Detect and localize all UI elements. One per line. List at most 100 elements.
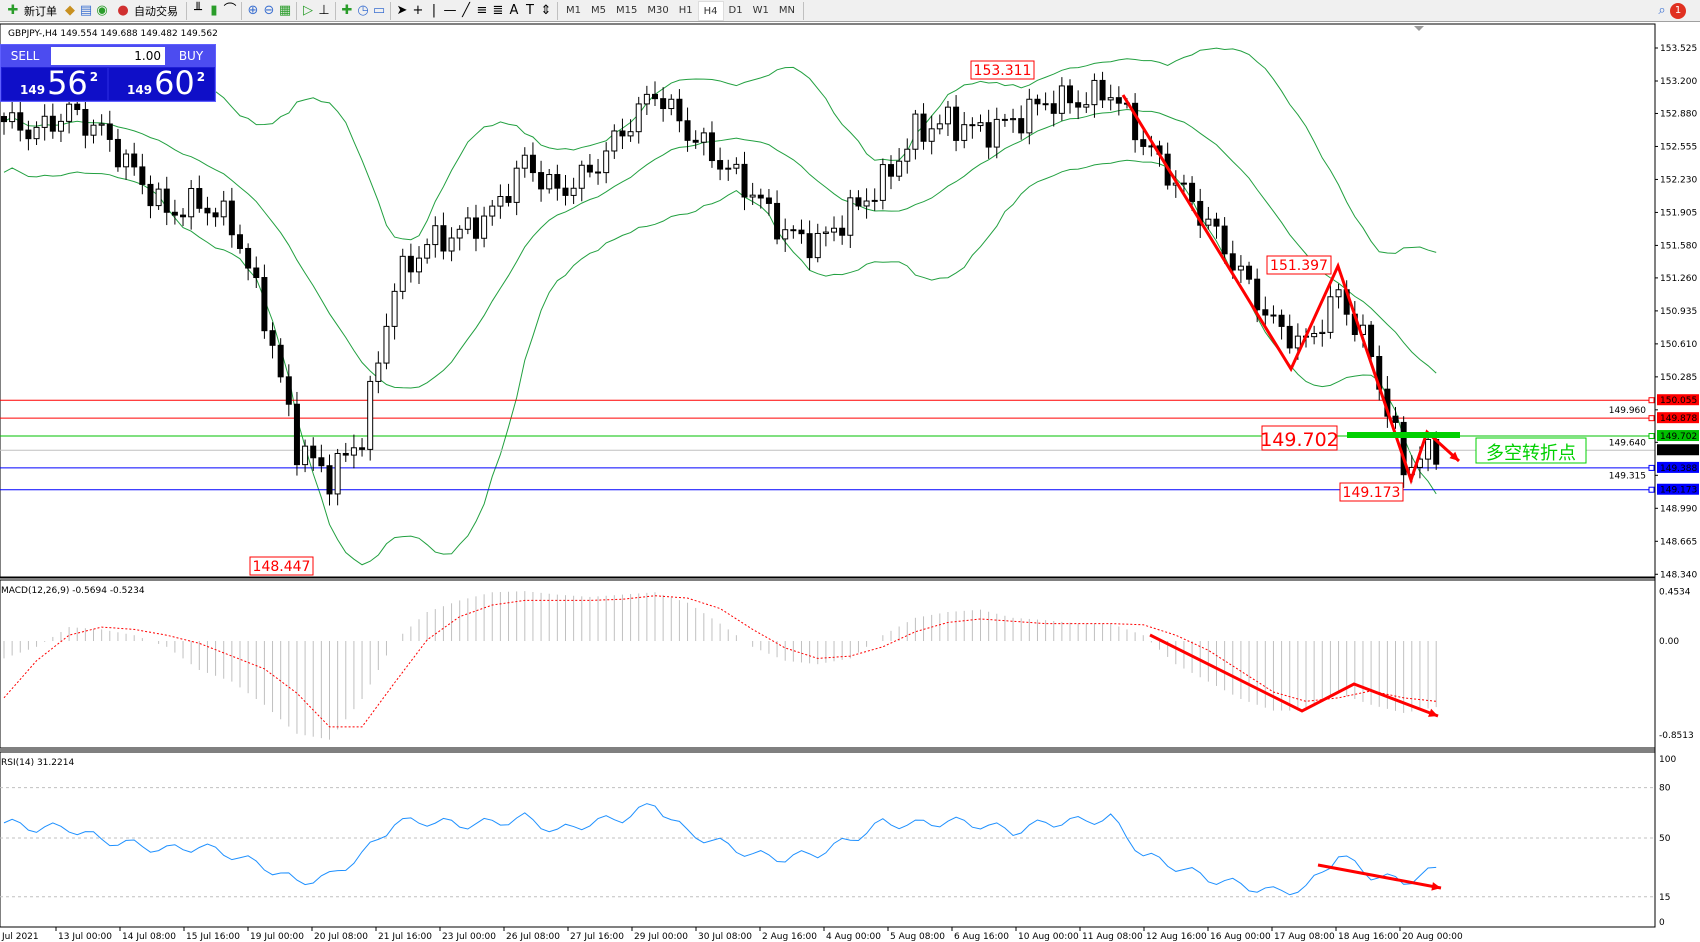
timeframe-mn[interactable]: MN <box>778 4 795 16</box>
bar-chart-icon[interactable]: ╨ <box>194 2 202 18</box>
indicators-icon[interactable]: ✚ <box>341 2 353 18</box>
candle <box>1050 103 1057 114</box>
candle <box>692 139 699 143</box>
time-tick-label: 13 Jul 00:00 <box>58 932 112 942</box>
rsi-label: RSI(14) 31.2214 <box>1 758 74 768</box>
candle <box>1205 218 1212 226</box>
price-label-box <box>1266 255 1332 275</box>
trendline-icon[interactable]: ╱ <box>462 2 470 18</box>
sell-price[interactable]: 149 56 2 <box>2 66 107 100</box>
macd-tick-label: 0.00 <box>1659 637 1679 647</box>
text-icon[interactable]: A <box>509 2 519 18</box>
autoscroll-icon[interactable]: ▷ <box>303 2 313 18</box>
price-label-box <box>970 60 1035 80</box>
candle <box>350 447 357 456</box>
rsi-tick-label: 80 <box>1659 784 1671 794</box>
candle <box>676 98 683 122</box>
price-tick-label: 148.665 <box>1660 537 1697 547</box>
timeframe-h1[interactable]: H1 <box>678 4 693 16</box>
horizontal-line-icon[interactable]: — <box>443 2 457 18</box>
buy-button[interactable]: BUY <box>178 49 204 63</box>
price-tick-label: 150.610 <box>1660 340 1697 350</box>
time-tick-label: 11 Aug 08:00 <box>1082 932 1143 942</box>
candle <box>977 122 984 127</box>
price-label: 149.702 <box>1260 429 1339 451</box>
candle <box>749 194 756 198</box>
period-icon[interactable]: ◷ <box>357 2 369 18</box>
candle <box>1294 335 1301 349</box>
timeframe-m5[interactable]: M5 <box>591 4 606 16</box>
candle <box>1425 438 1432 460</box>
gold-icon[interactable]: ◆ <box>65 2 75 18</box>
price-tick-label: 148.990 <box>1660 504 1697 514</box>
arrowhead-icon <box>1428 708 1438 717</box>
timeframe-w1[interactable]: W1 <box>752 4 769 16</box>
candle <box>920 113 927 142</box>
price-tick-label: 149.640 <box>1609 438 1646 448</box>
price-tick-label: 153.525 <box>1660 44 1697 54</box>
chart-shift-icon[interactable]: ⊥ <box>318 2 330 18</box>
channel-icon[interactable]: ≣ <box>492 2 504 18</box>
price-label-box <box>1339 482 1404 502</box>
candle <box>741 163 748 198</box>
text-label-icon[interactable]: T <box>526 2 534 18</box>
candle <box>1001 118 1008 121</box>
candle <box>57 120 64 132</box>
candle <box>822 231 829 234</box>
candle <box>1091 79 1098 106</box>
price-level-tag <box>1657 430 1699 442</box>
candle <box>25 129 32 140</box>
candle <box>253 267 260 279</box>
candle <box>627 131 634 137</box>
candle <box>1270 314 1277 317</box>
auto-trading-button[interactable]: ● 自动交易 <box>110 1 183 21</box>
buy-price[interactable]: 149 60 2 <box>109 66 214 100</box>
timeframe-m15[interactable]: M15 <box>616 4 638 16</box>
price-tick-label: 151.905 <box>1660 208 1697 218</box>
history-icon[interactable]: ▤ <box>79 2 93 18</box>
arrows-icon[interactable]: ⇕ <box>540 2 552 18</box>
candle <box>1075 102 1082 108</box>
candle <box>814 232 821 259</box>
sell-button[interactable]: SELL <box>10 49 40 63</box>
fibo-icon[interactable]: ≡ <box>476 2 488 18</box>
line-chart-icon[interactable]: ⌒ <box>223 2 237 18</box>
candle <box>570 187 577 196</box>
vertical-line-icon[interactable]: | <box>431 2 437 18</box>
signal-icon[interactable]: ◉ <box>96 2 108 18</box>
candle <box>1246 265 1253 280</box>
template-icon[interactable]: ▭ <box>372 2 386 18</box>
timeframe-h4[interactable]: H4 <box>697 0 724 21</box>
search-icon[interactable]: ⌕ <box>1658 2 1666 18</box>
candle <box>424 244 431 259</box>
notification-icon[interactable]: 1 <box>1670 2 1686 19</box>
candle <box>521 154 528 169</box>
time-tick-label: 15 Jul 16:00 <box>186 932 240 942</box>
chart-header: GBPJPY-,H4 149.554 149.688 149.482 149.5… <box>8 29 218 39</box>
new-order-button[interactable]: ✚ 新订单 <box>0 1 62 21</box>
candle <box>90 124 97 136</box>
tile-icon[interactable]: ▦ <box>278 2 292 18</box>
candle <box>896 160 903 177</box>
crosshair-icon[interactable]: + <box>412 2 424 18</box>
price-level-tag-label: 149.173 <box>1660 486 1697 496</box>
zoom-out-icon[interactable]: ⊖ <box>263 2 275 18</box>
candle <box>9 112 16 123</box>
time-tick-label: 14 Jul 08:00 <box>122 932 176 942</box>
candle <box>326 465 333 495</box>
lot-size-input[interactable]: 1.00 <box>51 47 165 65</box>
zoom-in-icon[interactable]: ⊕ <box>247 2 259 18</box>
separator <box>296 1 297 20</box>
cursor-icon[interactable]: ➤ <box>396 2 408 18</box>
macd-signal-line <box>3 595 1437 728</box>
candle <box>456 228 463 239</box>
timeframe-m30[interactable]: M30 <box>647 4 669 16</box>
candle <box>383 325 390 364</box>
candle-chart-icon[interactable]: ▮ <box>210 2 218 18</box>
timeframe-m1[interactable]: M1 <box>566 4 581 16</box>
price-label-box <box>249 556 314 576</box>
timeframe-d1[interactable]: D1 <box>728 4 743 16</box>
candle <box>359 447 366 450</box>
candle <box>1026 98 1033 134</box>
